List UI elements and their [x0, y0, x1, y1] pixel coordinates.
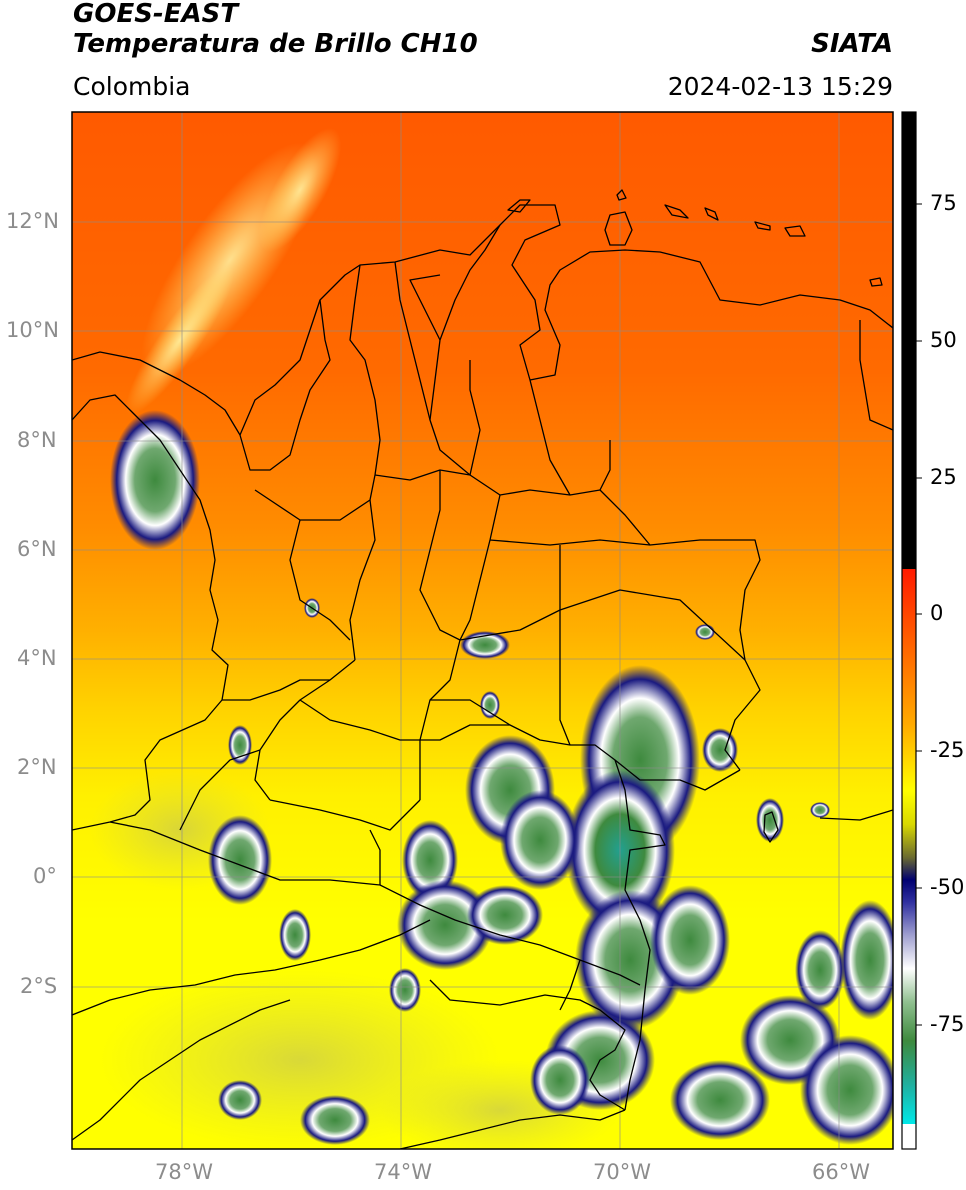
lat-label-0: 0°: [33, 864, 57, 888]
colorbar-black-segment: [902, 112, 916, 569]
colorbar-tick-25: 25: [930, 465, 957, 489]
colorbar-tick-minus50: -50: [930, 875, 965, 899]
country-borders: [72, 189, 893, 1149]
lat-label-4n: 4°N: [17, 646, 57, 670]
colorbar-tick-50: 50: [930, 328, 957, 352]
lon-label-66w: 66°W: [812, 1160, 870, 1184]
product-title: Temperatura de Brillo CH10: [73, 29, 478, 59]
organization-label: SIATA: [811, 29, 893, 59]
colorbar-tick-minus25: -25: [930, 738, 965, 762]
region-label: Colombia: [73, 72, 191, 101]
colorbar-gradient-segment: [902, 569, 916, 1124]
lat-label-6n: 6°N: [17, 537, 57, 561]
colorbar: [901, 111, 922, 1150]
lat-label-2n: 2°N: [17, 755, 57, 779]
lat-label-8n: 8°N: [17, 428, 57, 452]
colorbar-tick-minus75: -75: [930, 1012, 965, 1036]
colorbar-tick-75: 75: [930, 191, 957, 215]
map-frame: [71, 111, 894, 1150]
lon-label-70w: 70°W: [593, 1160, 651, 1184]
satellite-title: GOES-EAST: [73, 0, 239, 29]
lat-label-10n: 10°N: [6, 318, 59, 342]
lon-label-78w: 78°W: [155, 1160, 213, 1184]
brightness-temperature-map: [72, 112, 893, 1149]
lat-label-2s: 2°S: [20, 974, 58, 998]
datetime-label: 2024-02-13 15:29: [667, 72, 893, 101]
colorbar-white-segment: [902, 1124, 916, 1149]
lon-label-74w: 74°W: [374, 1160, 432, 1184]
lat-label-12n: 12°N: [6, 209, 59, 233]
colorbar-tick-0: 0: [930, 601, 944, 625]
